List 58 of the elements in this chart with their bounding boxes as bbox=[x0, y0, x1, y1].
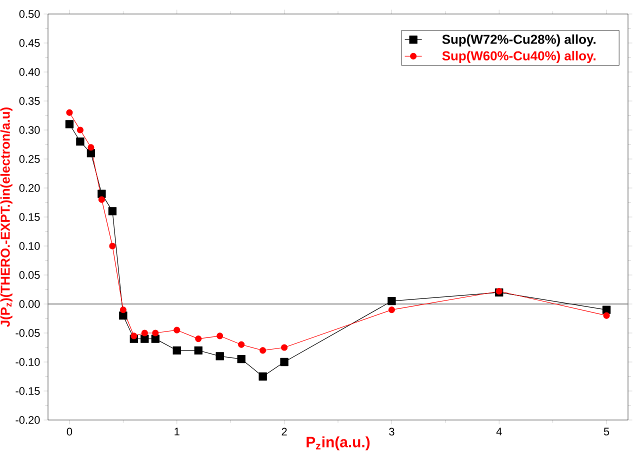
point bbox=[76, 126, 84, 134]
point bbox=[388, 297, 396, 306]
x-tick-label: 3 bbox=[389, 428, 394, 436]
point bbox=[194, 346, 202, 354]
point bbox=[280, 358, 288, 366]
point bbox=[281, 344, 288, 351]
point bbox=[216, 352, 224, 360]
point bbox=[86, 149, 96, 158]
y-tick-label: 0.50 bbox=[19, 10, 40, 18]
point bbox=[98, 190, 106, 198]
y-tick-label: 0.30 bbox=[19, 126, 40, 134]
y-tick-label: -0.05 bbox=[16, 329, 40, 337]
y-tick-label: 0.25 bbox=[19, 155, 40, 163]
x-tick-label: 0 bbox=[66, 428, 72, 436]
point bbox=[603, 312, 610, 319]
point bbox=[151, 334, 160, 343]
point bbox=[238, 341, 245, 348]
point bbox=[119, 312, 128, 320]
y-tick-label: 0.10 bbox=[19, 242, 40, 250]
point bbox=[172, 346, 181, 354]
point bbox=[141, 330, 148, 336]
point bbox=[130, 332, 138, 340]
y-tick-label: -0.15 bbox=[16, 387, 40, 395]
y-axis-title: J(P$_{z}$)(THERO.-EXPT.)in(electron/a.u) bbox=[0, 108, 12, 327]
point bbox=[388, 306, 395, 314]
y-tick-label: -0.20 bbox=[16, 416, 40, 424]
point bbox=[174, 326, 180, 334]
point bbox=[258, 372, 267, 381]
y-tick-label: 0.40 bbox=[19, 68, 40, 76]
y-tick-label: 0.20 bbox=[19, 184, 40, 192]
point bbox=[120, 306, 126, 314]
x-tick-label: 4 bbox=[496, 428, 502, 436]
legend-label: Sup(W72%-Cu28%) alloy. bbox=[442, 34, 596, 46]
point bbox=[140, 334, 149, 343]
point bbox=[65, 120, 74, 128]
point bbox=[195, 336, 202, 342]
x-tick-label: 5 bbox=[604, 428, 610, 436]
y-tick-label: 0.45 bbox=[19, 39, 40, 47]
point bbox=[88, 144, 94, 151]
x-tick-label: 1 bbox=[174, 428, 180, 436]
point bbox=[109, 242, 116, 250]
point bbox=[152, 330, 159, 336]
y-tick-label: -0.10 bbox=[16, 358, 40, 366]
point bbox=[66, 109, 73, 116]
point bbox=[108, 207, 117, 216]
y-tick-label: 0.05 bbox=[19, 271, 40, 279]
y-tick-label: 0.00 bbox=[19, 300, 40, 308]
point bbox=[260, 347, 266, 354]
x-tick-label: 2 bbox=[282, 428, 287, 436]
y-tick-label: 0.15 bbox=[19, 213, 40, 221]
point bbox=[237, 355, 246, 364]
y-tick-label: 0.35 bbox=[19, 97, 40, 105]
point bbox=[216, 332, 224, 340]
point bbox=[602, 306, 611, 314]
legend-label: Sup(W60%-Cu40%) alloy. bbox=[442, 50, 596, 63]
point bbox=[76, 138, 84, 146]
x-axis-title: P$_{z}$in(a.u.) bbox=[306, 436, 370, 450]
point bbox=[98, 196, 105, 203]
